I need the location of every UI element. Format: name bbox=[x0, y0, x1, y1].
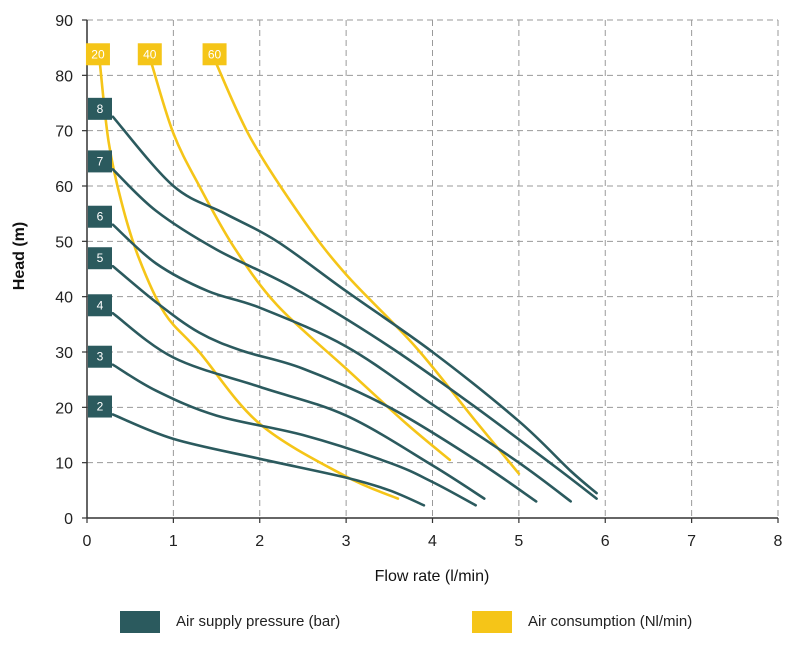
series-badge bbox=[137, 43, 162, 66]
series-badge-label: 8 bbox=[97, 102, 104, 116]
y-axis-label: Head (m) bbox=[11, 222, 28, 290]
series-badge bbox=[85, 43, 110, 66]
series-badge bbox=[88, 294, 112, 317]
y-tick-label: 20 bbox=[55, 400, 73, 417]
series-badges: 20 40 60 2 3 4 5 6 7 8 bbox=[85, 43, 227, 418]
legend-swatch-consumption bbox=[472, 611, 512, 633]
series-badge-label: 40 bbox=[143, 47, 157, 61]
x-tick-label: 3 bbox=[342, 533, 351, 550]
series-badge-label: 2 bbox=[97, 400, 104, 414]
air-supply-pressure-line-7 bbox=[111, 168, 598, 500]
series-badge bbox=[88, 205, 112, 228]
air-supply-pressure-line-8 bbox=[111, 115, 598, 495]
series-badge bbox=[88, 97, 112, 120]
x-tick-label: 5 bbox=[514, 533, 523, 550]
air-supply-pressure-line-5 bbox=[111, 264, 538, 503]
series-badge bbox=[202, 43, 227, 66]
series-badge-label: 7 bbox=[97, 154, 104, 168]
air-supply-pressure-series bbox=[111, 115, 598, 507]
y-tick-label: 10 bbox=[55, 456, 73, 473]
y-tick-label: 80 bbox=[55, 68, 73, 85]
legend-label-pressure: Air supply pressure (bar) bbox=[176, 613, 340, 630]
series-badge-label: 20 bbox=[91, 47, 105, 61]
x-tick-label: 1 bbox=[169, 533, 178, 550]
air-supply-pressure-line-4 bbox=[111, 312, 486, 500]
x-tick-label: 7 bbox=[687, 533, 696, 550]
y-tick-label: 50 bbox=[55, 234, 73, 251]
y-tick-label: 0 bbox=[64, 511, 73, 528]
y-tick-label: 70 bbox=[55, 124, 73, 141]
series-badge-label: 4 bbox=[97, 298, 104, 312]
air-supply-pressure-line-6 bbox=[111, 223, 572, 503]
x-tick-label: 8 bbox=[774, 533, 783, 550]
air-supply-pressure-line-3 bbox=[111, 363, 477, 507]
y-tick-label: 40 bbox=[55, 290, 73, 307]
grid bbox=[87, 19, 779, 518]
air-supply-pressure-line-2 bbox=[111, 413, 426, 507]
series-badge bbox=[88, 395, 112, 418]
x-tick-label: 0 bbox=[83, 533, 92, 550]
series-badge-label: 6 bbox=[97, 210, 104, 224]
x-tick-label: 2 bbox=[255, 533, 264, 550]
series-badge-label: 3 bbox=[97, 350, 104, 364]
series-badge-label: 5 bbox=[97, 251, 104, 265]
series-badge bbox=[88, 247, 112, 270]
legend-swatch-pressure bbox=[120, 611, 160, 633]
x-tick-label: 6 bbox=[601, 533, 610, 550]
y-tick-label: 60 bbox=[55, 179, 73, 196]
series-badge bbox=[88, 150, 112, 173]
series-badge-label: 60 bbox=[208, 47, 222, 61]
series-badge bbox=[88, 345, 112, 368]
y-tick-label: 90 bbox=[55, 13, 73, 30]
legend: Air supply pressure (bar) Air consumptio… bbox=[120, 611, 692, 633]
legend-label-consumption: Air consumption (Nl/min) bbox=[528, 613, 692, 630]
x-tick-label: 4 bbox=[428, 533, 437, 550]
air-consumption-line-40 bbox=[150, 63, 452, 462]
axes bbox=[82, 19, 779, 523]
y-tick-label: 30 bbox=[55, 345, 73, 362]
x-axis-label: Flow rate (l/min) bbox=[375, 568, 490, 585]
air-consumption-series bbox=[98, 63, 521, 500]
air-consumption-line-60 bbox=[215, 63, 521, 475]
